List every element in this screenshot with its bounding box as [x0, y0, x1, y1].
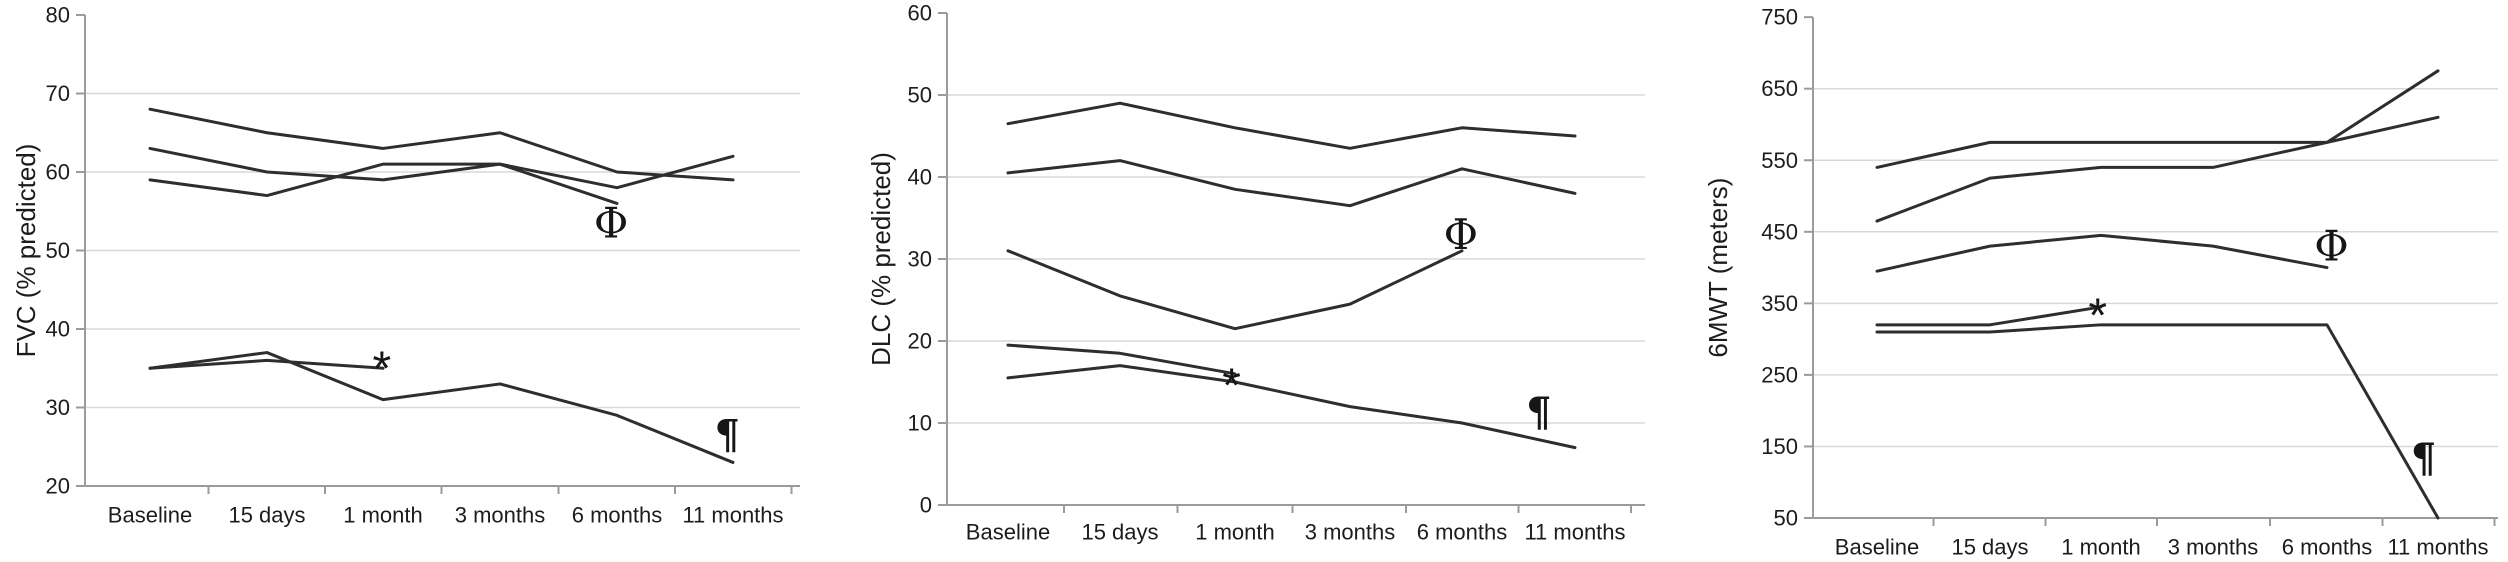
x-axis-label: Baseline: [966, 520, 1050, 545]
series-line-patient-5: [1875, 323, 2440, 520]
y-tick-label: 30: [46, 395, 70, 420]
x-axis-label: 15 days: [1951, 535, 2028, 560]
phi-symbol: Φ: [1444, 210, 1478, 259]
pilcrow-symbol: ¶: [2411, 435, 2436, 482]
y-tick-label: 650: [1761, 76, 1798, 101]
y-tick-label: 750: [1761, 5, 1798, 30]
series-line-patient-2: [148, 146, 735, 190]
y-tick-label: 20: [908, 329, 932, 354]
y-tick-label: 450: [1761, 219, 1798, 244]
asterisk-symbol: *: [2088, 289, 2107, 342]
y-tick-label: 60: [908, 1, 932, 26]
x-axis-label: 1 month: [343, 503, 423, 528]
series-line-patient-2: [1875, 115, 2440, 223]
y-tick-label: 250: [1761, 362, 1798, 387]
y-tick-label: 70: [46, 81, 70, 106]
x-axis-label: 11 months: [1524, 520, 1625, 545]
y-tick-label: 0: [920, 493, 932, 518]
x-axis-label: 11 months: [2387, 535, 2488, 560]
series-line-patient-5: [1006, 364, 1577, 450]
y-tick-label: 60: [46, 160, 70, 185]
x-axis-label: 15 days: [1081, 520, 1158, 545]
series-line-patient-1: [1875, 69, 2440, 169]
x-axis-label: 6 months: [572, 503, 663, 528]
x-axis-label: 1 month: [2061, 535, 2141, 560]
series-line-patient-4: [1006, 343, 1237, 376]
y-tick-label: 50: [908, 83, 932, 108]
phi-symbol: Φ: [2314, 222, 2348, 271]
x-axis-label: 3 months: [455, 503, 546, 528]
series-line-patient-3: [1006, 249, 1464, 331]
chart-6mwt: 50 150 250 350 450 550 650 750 Baseline 15 days 1 …: [1680, 0, 2508, 562]
series-line-patient-4: [1875, 305, 2103, 327]
line-chart-canvas: 20 30 40 50 60 70 80 Baseline 15 days 1 month 3 mo…: [11, 3, 800, 528]
x-axis-label: Baseline: [1835, 535, 1919, 560]
series-line-patient-3: [1875, 233, 2329, 273]
y-tick-label: 80: [46, 3, 70, 28]
x-axis-label: Baseline: [108, 503, 192, 528]
series-line-patient-4: [148, 358, 385, 370]
chart-fvc: 20 30 40 50 60 70 80 Baseline 15 days 1 month 3 mo…: [0, 0, 850, 562]
pilcrow-symbol: ¶: [1526, 389, 1551, 436]
x-axis-label: 1 month: [1195, 520, 1275, 545]
asterisk-symbol: *: [1222, 360, 1241, 413]
chart-dlc: 0 10 20 30 40 50 60 Baseline 15 days 1 month 3 mon…: [850, 0, 1680, 562]
y-axis-title: DLC (% predicted): [866, 152, 896, 366]
y-tick-label: 50: [46, 238, 70, 263]
x-axis-label: 15 days: [228, 503, 305, 528]
y-axis-title: FVC (% predicted): [11, 144, 41, 358]
y-tick-label: 20: [46, 474, 70, 499]
y-tick-label: 40: [908, 165, 932, 190]
series-line-patient-3: [148, 162, 619, 205]
y-tick-label: 40: [46, 317, 70, 342]
series-line-patient-2: [1006, 159, 1577, 208]
phi-symbol: Φ: [594, 199, 628, 248]
x-axis-label: 6 months: [1417, 520, 1508, 545]
y-tick-label: 150: [1761, 434, 1798, 459]
y-tick-label: 10: [908, 411, 932, 436]
x-axis-label: 11 months: [682, 503, 783, 528]
line-chart-canvas: 0 10 20 30 40 50 60 Baseline 15 days 1 month 3 mon…: [866, 1, 1645, 545]
pilcrow-symbol: ¶: [714, 411, 739, 458]
x-axis-label: 3 months: [1305, 520, 1396, 545]
y-tick-label: 550: [1761, 148, 1798, 173]
y-tick-label: 350: [1761, 291, 1798, 316]
series-line-patient-5: [148, 351, 735, 464]
series-line-patient-1: [1006, 101, 1577, 150]
y-tick-label: 30: [908, 247, 932, 272]
x-axis-label: 3 months: [2168, 535, 2259, 560]
x-axis-label: 6 months: [2282, 535, 2373, 560]
series-line-patient-1: [148, 107, 735, 182]
y-axis-title: 6MWT (meters): [1703, 178, 1733, 358]
y-tick-label: 50: [1774, 506, 1798, 531]
asterisk-symbol: *: [372, 342, 391, 395]
line-chart-canvas: 50 150 250 350 450 550 650 750 Baseline 15 days 1 …: [1703, 5, 2498, 560]
